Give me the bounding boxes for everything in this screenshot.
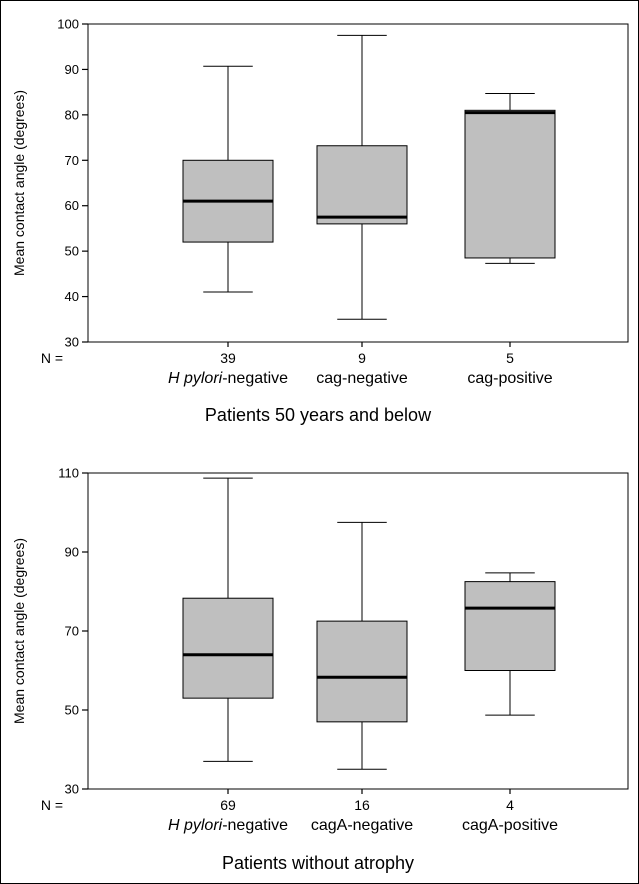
y-tick-label: 70 (65, 153, 79, 168)
category-label-part: cag-positive (467, 370, 552, 387)
category-label-part: cag-negative (316, 370, 408, 387)
category-label: H pylori-negative (168, 817, 288, 834)
y-axis-label: Mean contact angle (degrees) (11, 90, 27, 276)
iqr-box (182, 597, 274, 699)
category-label: cag-positive (467, 370, 552, 387)
category-label-part: -negative (222, 370, 288, 387)
iqr-box (464, 581, 556, 671)
iqr-box (316, 620, 408, 723)
iqr-box (316, 145, 408, 225)
y-tick-label: 90 (65, 62, 79, 77)
n-count-value: 39 (220, 350, 236, 366)
n-count-value: 16 (354, 797, 370, 813)
category-label: H pylori-negative (168, 370, 288, 387)
y-tick-label: 90 (65, 545, 79, 560)
chart-panel-2: 30 50 70 90 110 Mean contact angle (degrees) N… (11, 466, 629, 873)
category-label-part: cagA-positive (462, 817, 558, 834)
box-plot-1 (182, 65, 274, 293)
box-plot-1 (182, 477, 274, 762)
y-tick-label: 110 (58, 466, 79, 481)
y-tick-label: 60 (65, 198, 79, 213)
n-row-label: N = (41, 797, 63, 813)
category-label: cagA-negative (311, 817, 413, 834)
category-label-part: -negative (222, 817, 288, 834)
y-tick-label: 80 (65, 107, 79, 122)
box-plot-2 (316, 34, 408, 320)
category-label-part: H pylori (168, 370, 223, 387)
category-label-part: cagA-negative (311, 817, 413, 834)
category-label: cagA-positive (462, 817, 558, 834)
n-count-value: 5 (506, 350, 514, 366)
y-tick-label: 50 (65, 244, 79, 259)
n-count-value: 69 (220, 797, 236, 813)
n-count-value: 4 (506, 797, 514, 813)
box-plot-3 (464, 572, 556, 716)
box-plot-2 (316, 521, 408, 770)
y-tick-label: 30 (65, 335, 79, 350)
category-label: cag-negative (316, 370, 408, 387)
chart-title: Patients without atrophy (222, 853, 414, 873)
y-axis-label: Mean contact angle (degrees) (11, 538, 27, 724)
chart-title: Patients 50 years and below (205, 405, 432, 425)
category-label-part: H pylori (168, 817, 223, 834)
plot-area-frame (87, 23, 629, 343)
y-tick-label: 40 (65, 289, 79, 304)
box-plot-3 (464, 93, 556, 264)
y-tick-label: 70 (65, 624, 79, 639)
y-tick-label: 30 (65, 782, 79, 797)
y-tick-label: 100 (57, 17, 79, 32)
n-row-label: N = (41, 350, 63, 366)
n-count-value: 9 (358, 350, 366, 366)
chart-panel-1: 30 40 50 60 70 80 90 100 Mean contact angle (deg… (11, 17, 629, 425)
iqr-box (464, 109, 556, 259)
y-tick-label: 50 (65, 703, 79, 718)
